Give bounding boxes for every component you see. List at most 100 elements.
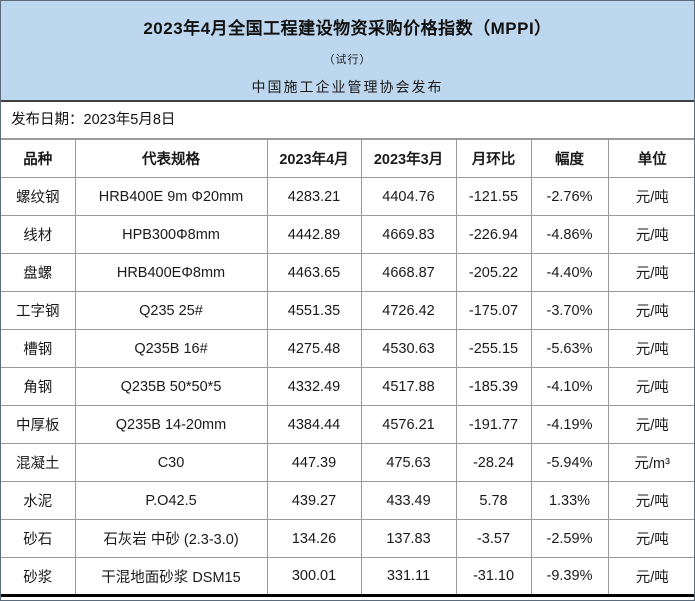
material-name-cell: 水泥 xyxy=(1,481,76,520)
table-row: 线材 HPB300Φ8mm 4442.89 4669.83 -226.94 -4.86% 元… xyxy=(1,215,694,254)
column-header-pct: 幅度 xyxy=(530,139,609,178)
column-header-name: 品种 xyxy=(1,139,76,178)
column-header-change: 月环比 xyxy=(455,139,532,178)
april-value-cell: 300.01 xyxy=(266,557,362,597)
april-value-cell: 4283.21 xyxy=(266,177,362,216)
april-value-cell: 4384.44 xyxy=(266,405,362,444)
pct-cell: -2.59% xyxy=(530,519,609,558)
pct-cell: -3.70% xyxy=(530,291,609,330)
unit-cell: 元/m³ xyxy=(607,443,694,482)
column-header-march: 2023年3月 xyxy=(360,139,457,178)
table-row: 角钢 Q235B 50*50*5 4332.49 4517.88 -185.39 -4.1… xyxy=(1,367,694,406)
table-row: 砂浆 干混地面砂浆 DSM15 300.01 331.11 -31.10 -9.39% 元/… xyxy=(1,557,694,597)
march-value-cell: 4669.83 xyxy=(360,215,457,254)
table-row: 槽钢 Q235B 16# 4275.48 4530.63 -255.15 -5.63% 元/… xyxy=(1,329,694,368)
spec-cell: 石灰岩 中砂 (2.3-3.0) xyxy=(74,519,268,558)
unit-cell: 元/吨 xyxy=(607,329,694,368)
pct-cell: -5.63% xyxy=(530,329,609,368)
spec-cell: Q235B 50*50*5 xyxy=(74,367,268,406)
table-row: 工字钢 Q235 25# 4551.35 4726.42 -175.07 -3.70% 元/… xyxy=(1,291,694,330)
march-value-cell: 331.11 xyxy=(360,557,457,597)
change-cell: -3.57 xyxy=(455,519,532,558)
table-row: 中厚板 Q235B 14-20mm 4384.44 4576.21 -191.77 -4.… xyxy=(1,405,694,444)
spec-cell: C30 xyxy=(74,443,268,482)
april-value-cell: 4551.35 xyxy=(266,291,362,330)
change-cell: 5.78 xyxy=(455,481,532,520)
april-value-cell: 4332.49 xyxy=(266,367,362,406)
table-row: 砂石 石灰岩 中砂 (2.3-3.0) 134.26 137.83 -3.57 -2.59… xyxy=(1,519,694,558)
material-name-cell: 砂石 xyxy=(1,519,76,558)
march-value-cell: 4668.87 xyxy=(360,253,457,292)
change-cell: -255.15 xyxy=(455,329,532,368)
spec-cell: HPB300Φ8mm xyxy=(74,215,268,254)
material-name-cell: 工字钢 xyxy=(1,291,76,330)
table-row: 螺纹钢 HRB400E 9m Φ20mm 4283.21 4404.76 -121.55… xyxy=(1,177,694,216)
unit-cell: 元/吨 xyxy=(607,557,694,597)
release-date: 发布日期：2023年5月8日 xyxy=(1,102,694,139)
unit-cell: 元/吨 xyxy=(607,519,694,558)
march-value-cell: 433.49 xyxy=(360,481,457,520)
change-cell: -185.39 xyxy=(455,367,532,406)
material-name-cell: 砂浆 xyxy=(1,557,76,597)
unit-cell: 元/吨 xyxy=(607,291,694,330)
april-value-cell: 134.26 xyxy=(266,519,362,558)
page-title: 2023年4月全国工程建设物资采购价格指数（MPPI） xyxy=(143,19,552,38)
pct-cell: -4.10% xyxy=(530,367,609,406)
march-value-cell: 475.63 xyxy=(360,443,457,482)
change-cell: -175.07 xyxy=(455,291,532,330)
column-header-april: 2023年4月 xyxy=(266,139,362,178)
spec-cell: Q235B 14-20mm xyxy=(74,405,268,444)
report-header: 2023年4月全国工程建设物资采购价格指数（MPPI） （试行） 中国施工企业管… xyxy=(1,1,694,102)
table-header-row: 品种 代表规格 2023年4月 2023年3月 月环比 幅度 单位 xyxy=(1,139,694,178)
material-name-cell: 角钢 xyxy=(1,367,76,406)
page-subtitle: （试行） xyxy=(323,54,372,66)
material-name-cell: 混凝土 xyxy=(1,443,76,482)
material-name-cell: 螺纹钢 xyxy=(1,177,76,216)
table-row: 水泥 P.O42.5 439.27 433.49 5.78 1.33% 元/吨 xyxy=(1,481,694,520)
march-value-cell: 4404.76 xyxy=(360,177,457,216)
pct-cell: -2.76% xyxy=(530,177,609,216)
column-header-spec: 代表规格 xyxy=(74,139,268,178)
unit-cell: 元/吨 xyxy=(607,215,694,254)
price-index-table: 品种 代表规格 2023年4月 2023年3月 月环比 幅度 单位 螺纹钢 HRB… xyxy=(1,139,694,597)
pct-cell: -4.40% xyxy=(530,253,609,292)
unit-cell: 元/吨 xyxy=(607,177,694,216)
table-body: 螺纹钢 HRB400E 9m Φ20mm 4283.21 4404.76 -121.55… xyxy=(1,177,694,597)
table-row: 盘螺 HRB400EΦ8mm 4463.65 4668.87 -205.22 -4.40%… xyxy=(1,253,694,292)
change-cell: -28.24 xyxy=(455,443,532,482)
march-value-cell: 4530.63 xyxy=(360,329,457,368)
pct-cell: -4.19% xyxy=(530,405,609,444)
unit-cell: 元/吨 xyxy=(607,481,694,520)
change-cell: -226.94 xyxy=(455,215,532,254)
change-cell: -31.10 xyxy=(455,557,532,597)
material-name-cell: 槽钢 xyxy=(1,329,76,368)
change-cell: -121.55 xyxy=(455,177,532,216)
march-value-cell: 4576.21 xyxy=(360,405,457,444)
change-cell: -205.22 xyxy=(455,253,532,292)
material-name-cell: 线材 xyxy=(1,215,76,254)
unit-cell: 元/吨 xyxy=(607,367,694,406)
spec-cell: Q235 25# xyxy=(74,291,268,330)
april-value-cell: 4275.48 xyxy=(266,329,362,368)
material-name-cell: 中厚板 xyxy=(1,405,76,444)
march-value-cell: 4726.42 xyxy=(360,291,457,330)
spec-cell: HRB400EΦ8mm xyxy=(74,253,268,292)
column-header-unit: 单位 xyxy=(607,139,694,178)
april-value-cell: 4442.89 xyxy=(266,215,362,254)
publisher-line: 中国施工企业管理协会发布 xyxy=(251,81,444,96)
change-cell: -191.77 xyxy=(455,405,532,444)
unit-cell: 元/吨 xyxy=(607,405,694,444)
table-row: 混凝土 C30 447.39 475.63 -28.24 -5.94% 元/m³ xyxy=(1,443,694,482)
unit-cell: 元/吨 xyxy=(607,253,694,292)
march-value-cell: 137.83 xyxy=(360,519,457,558)
april-value-cell: 447.39 xyxy=(266,443,362,482)
pct-cell: -5.94% xyxy=(530,443,609,482)
april-value-cell: 439.27 xyxy=(266,481,362,520)
spec-cell: HRB400E 9m Φ20mm xyxy=(74,177,268,216)
pct-cell: -9.39% xyxy=(530,557,609,597)
pct-cell: -4.86% xyxy=(530,215,609,254)
spec-cell: P.O42.5 xyxy=(74,481,268,520)
spec-cell: 干混地面砂浆 DSM15 xyxy=(74,557,268,597)
april-value-cell: 4463.65 xyxy=(266,253,362,292)
